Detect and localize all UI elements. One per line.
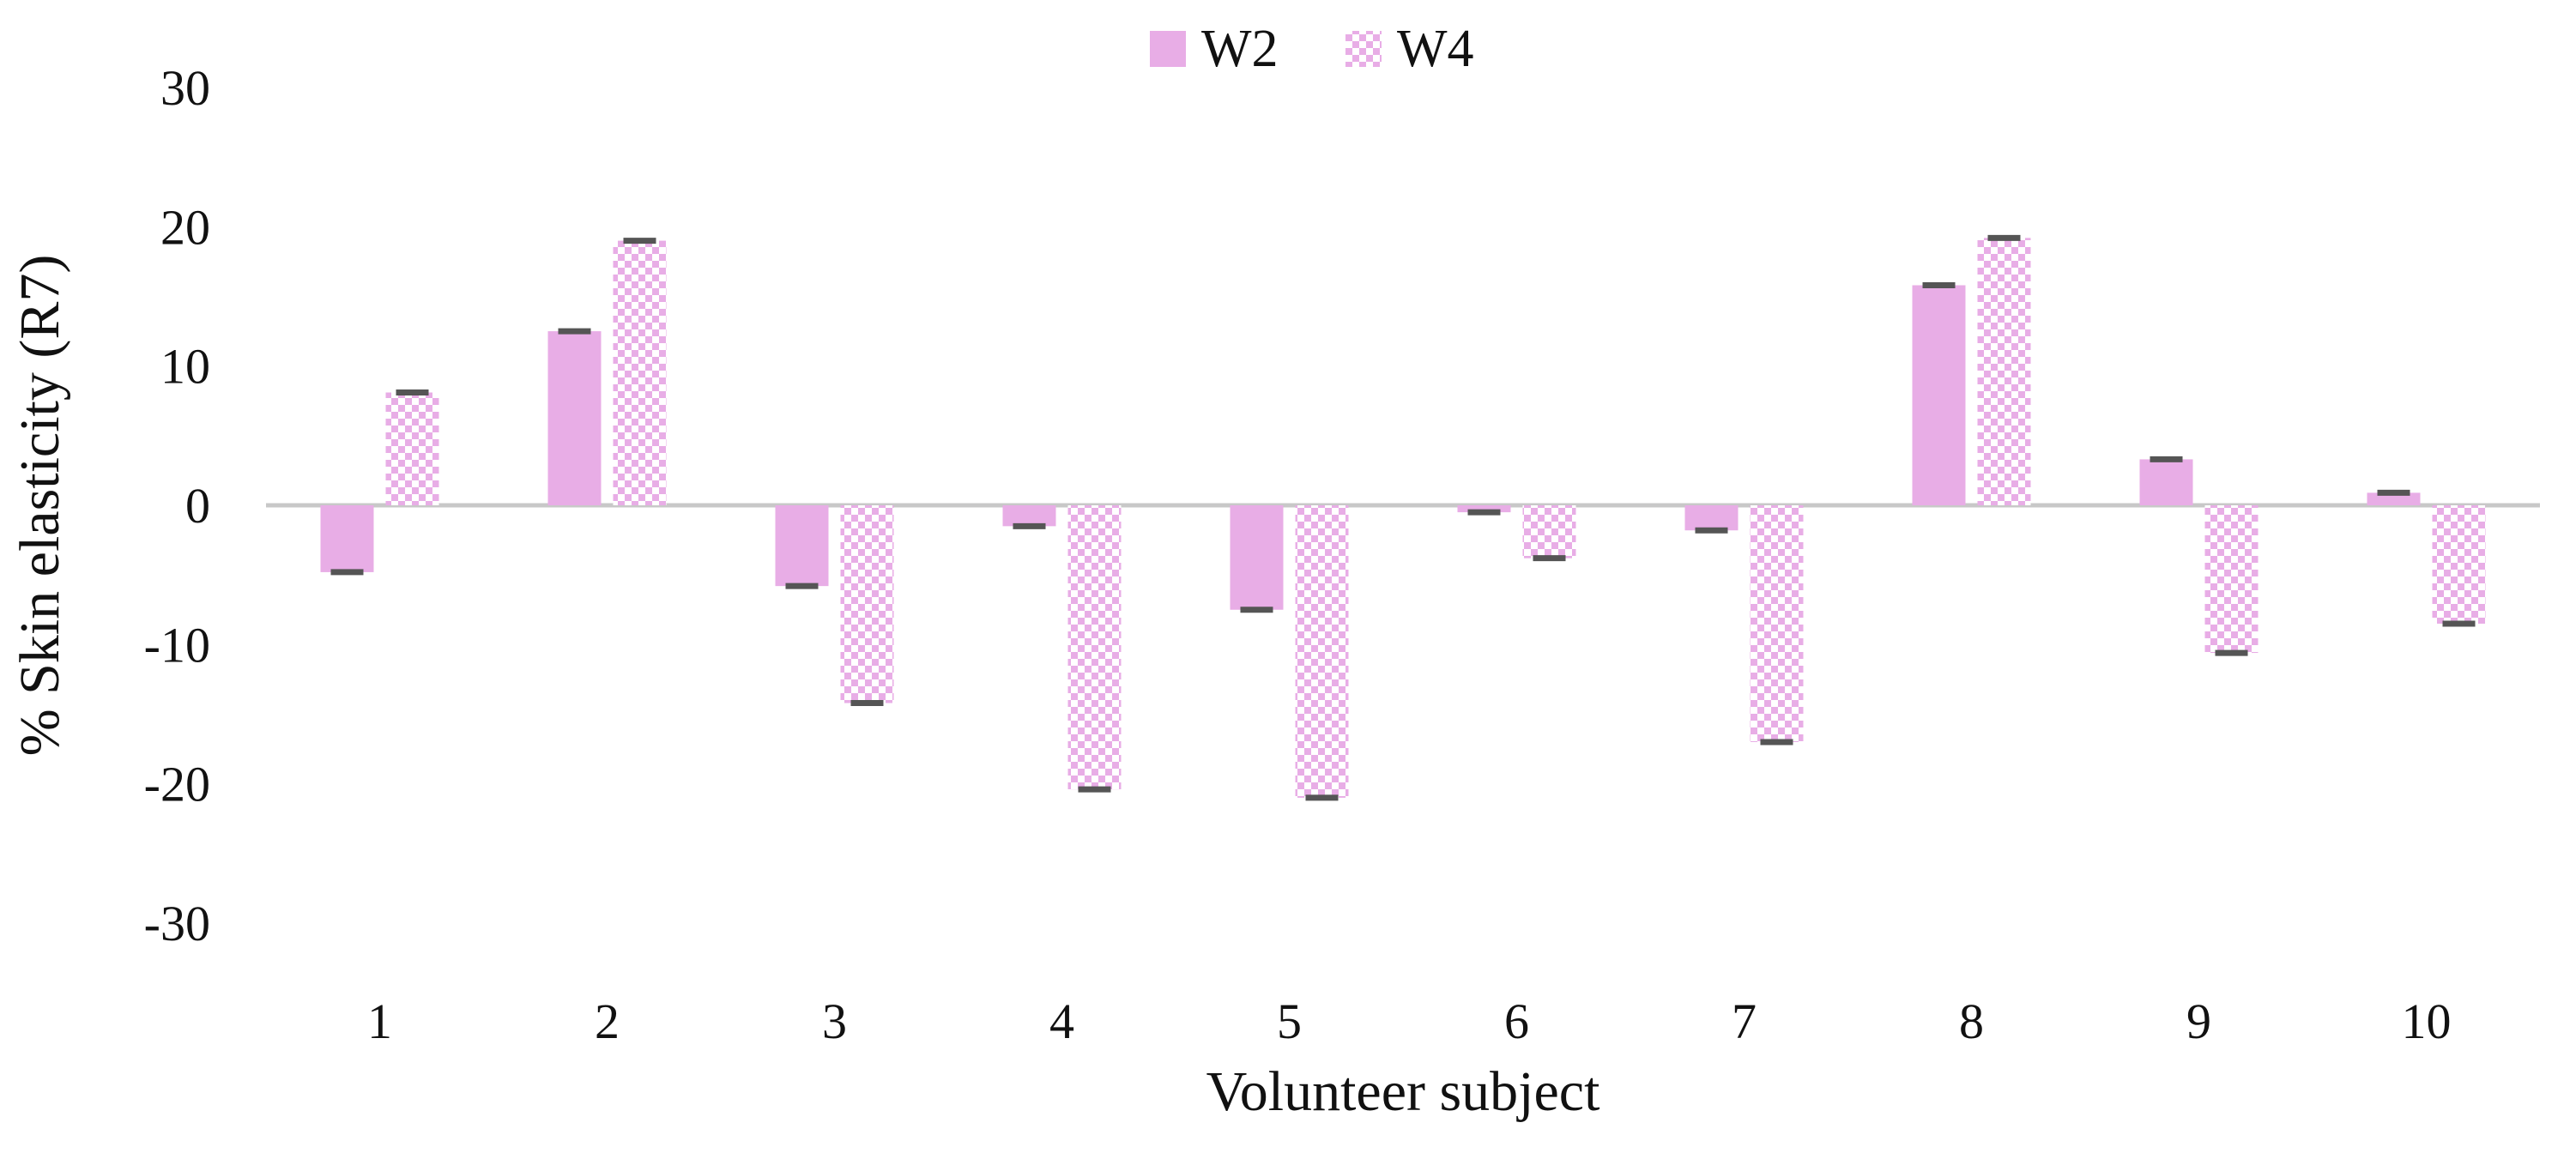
y-tick-label: -10 bbox=[144, 617, 210, 673]
y-axis-ticks: 30 20 10 0 -10 -20 -30 bbox=[144, 60, 210, 951]
legend: W2 W4 bbox=[1150, 20, 1474, 78]
bar-w4-subject-1 bbox=[385, 392, 439, 505]
bar-w4-subject-7 bbox=[1750, 505, 1804, 742]
bars-group bbox=[320, 238, 2486, 798]
x-tick-label: 8 bbox=[1959, 993, 1984, 1049]
legend-swatch-w4 bbox=[1345, 31, 1382, 67]
x-tick-label: 10 bbox=[2402, 993, 2452, 1049]
bar-w2-subject-8 bbox=[1912, 285, 1966, 505]
error-bars-group bbox=[330, 234, 2476, 801]
bar-w2-subject-5 bbox=[1230, 505, 1284, 610]
legend-label-w2: W2 bbox=[1201, 20, 1279, 78]
bar-w4-subject-4 bbox=[1067, 505, 1122, 790]
y-tick-label: 0 bbox=[185, 478, 210, 534]
bar-w2-subject-3 bbox=[775, 505, 829, 587]
x-tick-label: 5 bbox=[1277, 993, 1302, 1049]
bar-w4-subject-6 bbox=[1522, 505, 1576, 558]
bar-w4-subject-5 bbox=[1295, 505, 1349, 798]
bar-w2-subject-10 bbox=[2367, 492, 2421, 505]
x-tick-label: 7 bbox=[1732, 993, 1757, 1049]
legend-label-w4: W4 bbox=[1397, 20, 1474, 78]
y-tick-label: -30 bbox=[144, 896, 210, 951]
x-axis-title: Volunteer subject bbox=[1206, 1060, 1600, 1123]
y-tick-label: 10 bbox=[160, 339, 210, 395]
y-axis-title: % Skin elasticity (R7) bbox=[9, 255, 71, 757]
y-tick-label: 20 bbox=[160, 199, 210, 255]
bar-w4-subject-10 bbox=[2432, 505, 2486, 624]
y-tick-label: -20 bbox=[144, 757, 210, 812]
bar-w4-subject-9 bbox=[2204, 505, 2259, 654]
bar-w2-subject-1 bbox=[320, 505, 374, 572]
bar-w4-subject-2 bbox=[613, 240, 667, 505]
x-tick-label: 4 bbox=[1049, 993, 1074, 1049]
bar-w4-subject-3 bbox=[840, 505, 894, 703]
bar-w2-subject-6 bbox=[1457, 505, 1511, 513]
x-tick-label: 3 bbox=[822, 993, 847, 1049]
x-axis-ticks: 1 2 3 4 5 6 7 8 9 10 bbox=[367, 993, 2452, 1049]
x-tick-label: 9 bbox=[2186, 993, 2211, 1049]
bar-w2-subject-7 bbox=[1684, 505, 1738, 531]
bar-w2-subject-2 bbox=[547, 331, 602, 505]
y-tick-label: 30 bbox=[160, 60, 210, 116]
bar-w2-subject-9 bbox=[2139, 459, 2193, 505]
bar-w2-subject-4 bbox=[1002, 505, 1056, 527]
bar-w4-subject-8 bbox=[1977, 238, 2031, 505]
legend-swatch-w2 bbox=[1150, 31, 1186, 67]
x-tick-label: 6 bbox=[1504, 993, 1529, 1049]
x-tick-label: 1 bbox=[367, 993, 392, 1049]
x-tick-label: 2 bbox=[595, 993, 620, 1049]
